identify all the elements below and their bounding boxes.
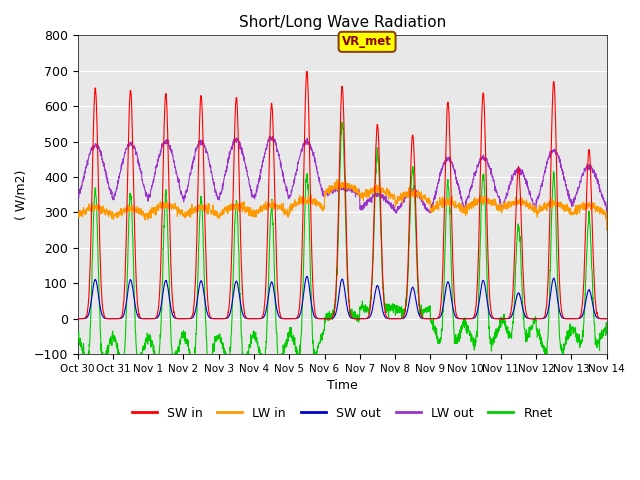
X-axis label: Time: Time	[327, 379, 358, 392]
Text: VR_met: VR_met	[342, 36, 392, 48]
Title: Short/Long Wave Radiation: Short/Long Wave Radiation	[239, 15, 446, 30]
Y-axis label: ( W/m2): ( W/m2)	[15, 169, 28, 220]
Legend: SW in, LW in, SW out, LW out, Rnet: SW in, LW in, SW out, LW out, Rnet	[127, 402, 557, 425]
